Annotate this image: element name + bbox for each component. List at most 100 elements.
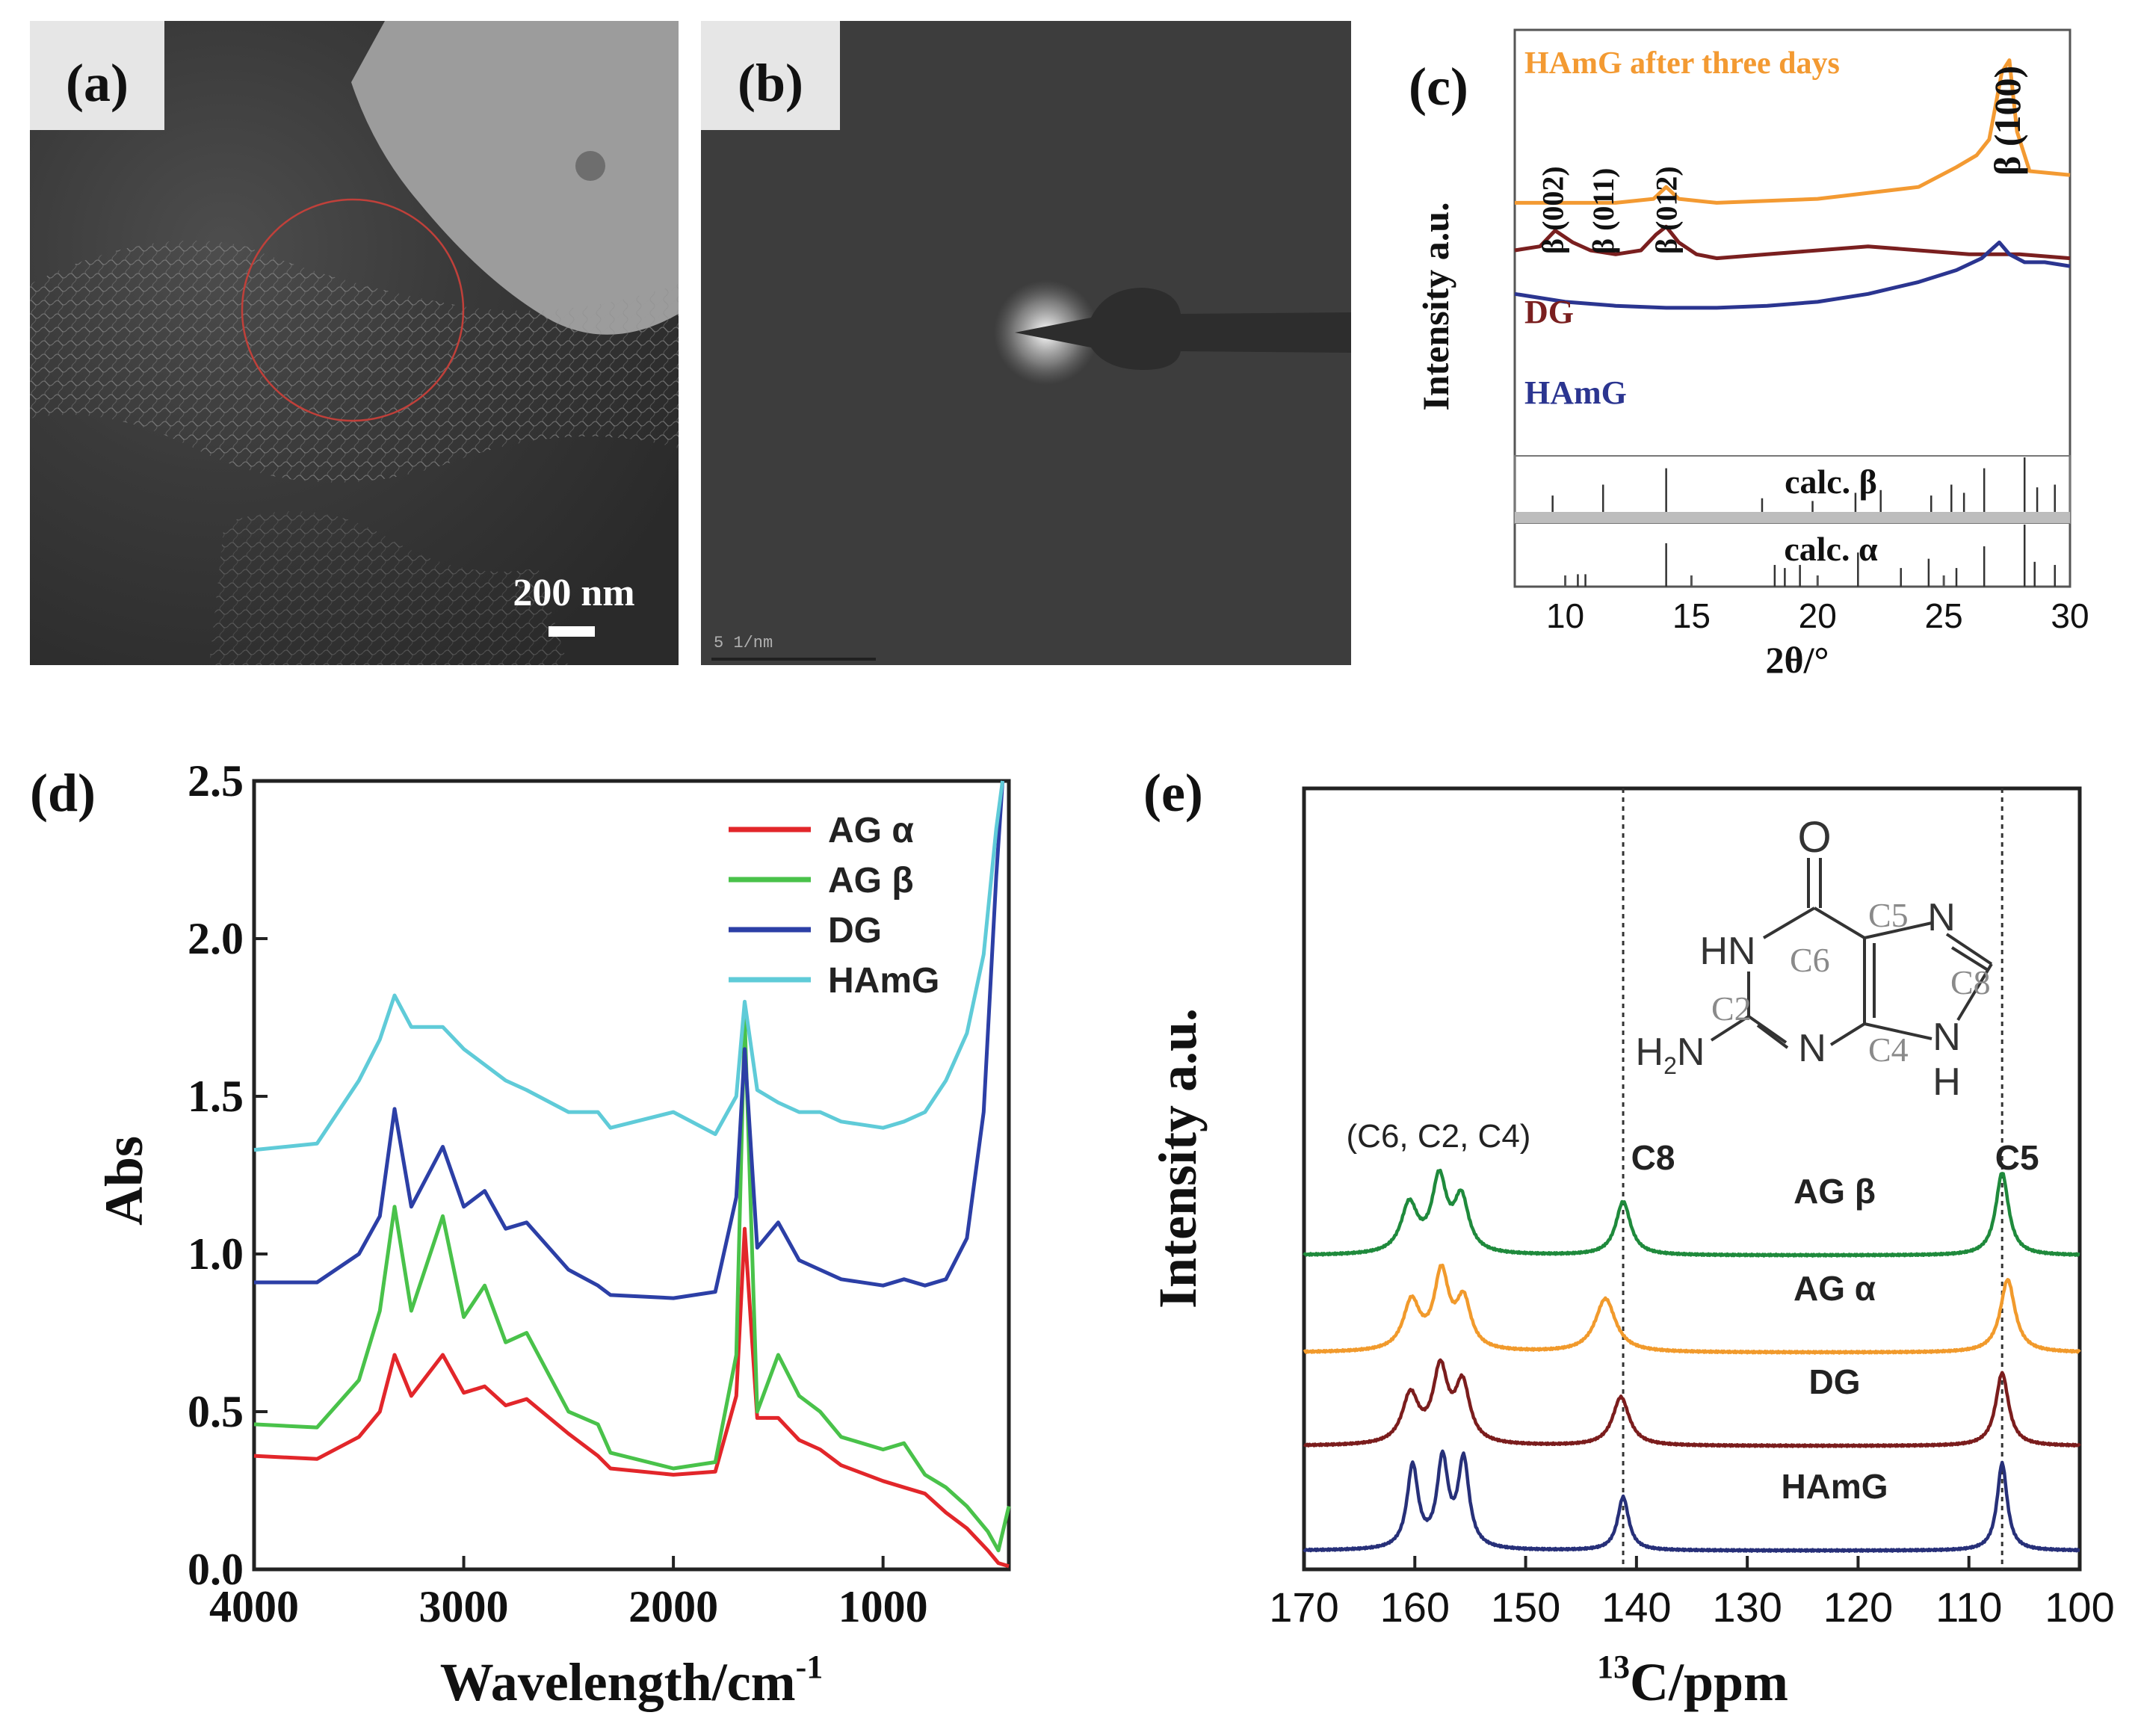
beam-stop — [1015, 288, 1351, 370]
panel-e-label: (e) — [1143, 763, 1203, 823]
panel-c: (c) calc. β calc. α HAmG after three day… — [1409, 28, 2089, 681]
nmr-trace-1 — [1303, 1263, 2081, 1355]
xrd-legend-dg: DG — [1524, 294, 1574, 330]
ftir-series-group — [253, 780, 1011, 1569]
nmr-peak-label-1: C5 — [1995, 1138, 2039, 1177]
panel-b-label: (b) — [738, 53, 803, 113]
nmr-trace-2 — [1303, 1358, 2081, 1448]
nmr-xtick-label-4: 130 — [1712, 1584, 1782, 1631]
calc-beta-label: calc. β — [1785, 463, 1877, 501]
ftir-ylabel: Abs — [94, 1136, 154, 1226]
ftir-ytick-label-2: 1.0 — [188, 1229, 244, 1279]
xrd-series-group — [1514, 58, 2071, 310]
ftir-xtick-label-3: 1000 — [838, 1582, 928, 1631]
xrd-sticks-group — [1551, 457, 2056, 587]
ftir-xtick-label-2: 2000 — [628, 1582, 718, 1631]
panel-b-label-box — [701, 21, 840, 130]
nmr-trace-0 — [1303, 1168, 2080, 1258]
nmr-xtick-label-6: 110 — [1935, 1584, 2002, 1631]
xrd-tick-label-3: 25 — [1925, 596, 1963, 635]
ftir-ytick-label-5: 2.5 — [188, 756, 244, 806]
ftir-trace-2 — [254, 780, 1005, 1300]
xrd-tick-label-0: 10 — [1546, 596, 1584, 635]
ftir-legend-label-2: DG — [828, 911, 882, 951]
ftir-ytick-label-3: 1.5 — [188, 1072, 244, 1121]
xrd-trace-2 — [1514, 240, 2071, 310]
nmr-series-label-3: HAmG — [1781, 1467, 1888, 1506]
nmr-xtick-label-0: 170 — [1269, 1584, 1338, 1631]
scalebar — [549, 626, 595, 637]
xrd-peak-label-0: β (002) — [1536, 166, 1570, 254]
ftir-xtick-label-0: 4000 — [209, 1582, 299, 1631]
nmr-peak-labels: C8 C5 — [1631, 1138, 2039, 1177]
struct-H2N: H2N — [1636, 1031, 1705, 1079]
struct-O: O — [1797, 813, 1831, 862]
tem-mesh-region — [30, 240, 679, 483]
panel-a-label-box — [30, 21, 164, 130]
calc-alpha-label: calc. α — [1784, 530, 1878, 568]
struct-N-top: N — [1927, 896, 1956, 939]
struct-NH: N — [1932, 1016, 1961, 1059]
nmr-series-group: AG β AG α DG HAmG — [1303, 1168, 2081, 1553]
ftir-ytick-label-0: 0.0 — [188, 1545, 244, 1594]
nmr-peak-label-0: C8 — [1631, 1138, 1675, 1177]
ftir-trace-3 — [253, 780, 1005, 1152]
ftir-xtick-label-1: 3000 — [419, 1582, 509, 1631]
xrd-peak-labels: β (002) β (011) β (012) β (100) — [1536, 66, 2028, 254]
nmr-series-label-1: AG α — [1793, 1269, 1876, 1308]
ftir-axes: 4000 3000 2000 1000 0.0 0.5 1.0 1.5 2.0 2.5 — [188, 756, 928, 1631]
struct-N-mid: N — [1798, 1027, 1826, 1070]
nmr-xtick-label-5: 120 — [1823, 1584, 1893, 1631]
struct-C4: C4 — [1868, 1031, 1909, 1069]
ftir-trace-1 — [253, 1016, 1011, 1553]
panel-b: (b) 5 1/nm — [701, 21, 1351, 665]
scalebar-label: 200 nm — [513, 572, 634, 614]
panel-d: (d) 4000 3000 2000 1000 0.0 0.5 1.0 1.5 2.0 2.5 A… — [30, 756, 1011, 1712]
xrd-legend-hamg: HAmG — [1524, 374, 1627, 411]
ftir-legend-label-3: HAmG — [828, 961, 939, 1001]
ftir-legend: AG α AG β DG HAmG — [729, 811, 939, 1001]
xrd-trace-0 — [1515, 58, 2071, 205]
ftir-xlabel: Wavelength/cm-1 — [440, 1649, 824, 1712]
struct-C6: C6 — [1790, 941, 1830, 979]
struct-C5: C5 — [1868, 896, 1909, 934]
nmr-axes: 170 160 150 140 130 120 110 100 — [1269, 1556, 2115, 1631]
ftir-legend-label-0: AG α — [828, 811, 914, 850]
calc-divider — [1515, 512, 2070, 523]
ftir-ytick-label-4: 2.0 — [188, 914, 244, 963]
xrd-trace-1 — [1514, 224, 2071, 261]
panel-c-label: (c) — [1409, 57, 1468, 117]
struct-C2: C2 — [1711, 989, 1752, 1028]
diffraction-scale-label: 5 1/nm — [714, 634, 773, 652]
xrd-peak-label-1: β (011) — [1586, 167, 1620, 254]
nmr-xtick-label-3: 140 — [1601, 1584, 1671, 1631]
struct-H: H — [1932, 1060, 1961, 1104]
xrd-ylabel: Intensity a.u. — [1415, 202, 1456, 410]
nmr-series-label-2: DG — [1809, 1362, 1861, 1401]
xrd-x-ticks: 10 15 20 25 30 — [1546, 575, 2089, 635]
struct-HN: HN — [1699, 930, 1755, 973]
panel-a: (a) 200 nm — [30, 21, 679, 665]
nmr-ylabel: Intensity a.u. — [1148, 1008, 1208, 1309]
xrd-tick-label-4: 30 — [2051, 596, 2089, 635]
nmr-plot-frame — [1302, 786, 2082, 1572]
xrd-peak-label-2: β (012) — [1650, 166, 1684, 254]
tem-particle — [575, 151, 605, 181]
xrd-tick-label-2: 20 — [1799, 596, 1837, 635]
xrd-plot-frame — [1513, 28, 2071, 588]
xrd-tick-label-1: 15 — [1672, 596, 1711, 635]
nmr-group-label: (C6, C2, C4) — [1347, 1118, 1531, 1155]
nmr-xtick-label-2: 150 — [1491, 1584, 1560, 1631]
tem-selected-area-circle — [241, 198, 465, 422]
ftir-ytick-label-1: 0.5 — [188, 1387, 244, 1436]
xrd-peak-label-3: β (100) — [1986, 66, 2028, 176]
panel-d-label: (d) — [30, 763, 96, 823]
guanine-structure: O HN N N N H H2N C2 C4 C5 C6 C8 — [1636, 813, 1993, 1104]
nmr-xtick-label-7: 100 — [2045, 1584, 2114, 1631]
nmr-trace-3 — [1303, 1449, 2080, 1553]
tem-bright-region — [351, 21, 679, 335]
xrd-xlabel: 2θ/° — [1766, 639, 1829, 681]
ftir-plot-frame — [252, 779, 1011, 1572]
ftir-trace-0 — [253, 1226, 1010, 1569]
